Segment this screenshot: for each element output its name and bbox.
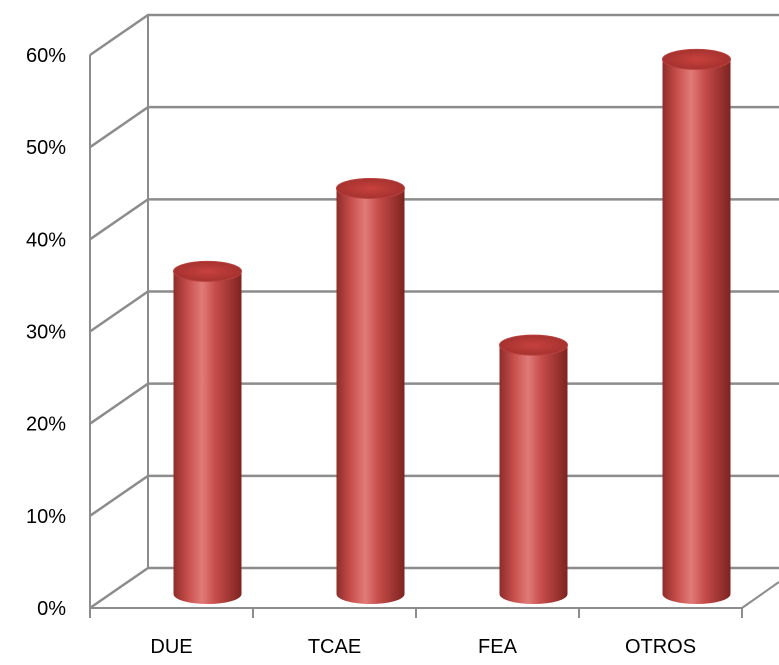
bar-top [336,177,405,199]
bar-tcae [336,177,405,604]
y-tick-label: 40% [26,229,66,251]
y-tick-label: 10% [26,506,66,528]
y-axis-tick-labels: 0% 10% 20% 30% 40% 50% 60% [26,45,66,620]
bar-otros [662,48,731,604]
bar-fea [499,334,568,604]
y-tick-label: 30% [26,322,66,344]
x-category-label: OTROS [625,636,696,658]
bar-body [499,345,568,604]
floor-right-edge [741,581,779,609]
gridline-60 [89,13,779,57]
y-tick-label: 60% [26,45,66,67]
y-tick-label: 0% [37,598,66,620]
x-category-label: FEA [478,636,518,658]
bar-body [336,188,405,604]
bar-top [662,48,731,70]
bar-due [173,260,242,604]
bars [173,48,731,604]
bar-body [662,59,731,604]
bar-top [499,334,568,356]
y-tick-label: 50% [26,137,66,159]
x-axis-category-labels: DUE TCAE FEA OTROS [150,636,696,658]
y-tick-label: 20% [26,414,66,436]
axes [89,15,779,618]
bar-top [173,260,242,282]
x-category-label: TCAE [308,636,361,658]
x-category-label: DUE [150,636,192,658]
bar-body [173,271,242,604]
